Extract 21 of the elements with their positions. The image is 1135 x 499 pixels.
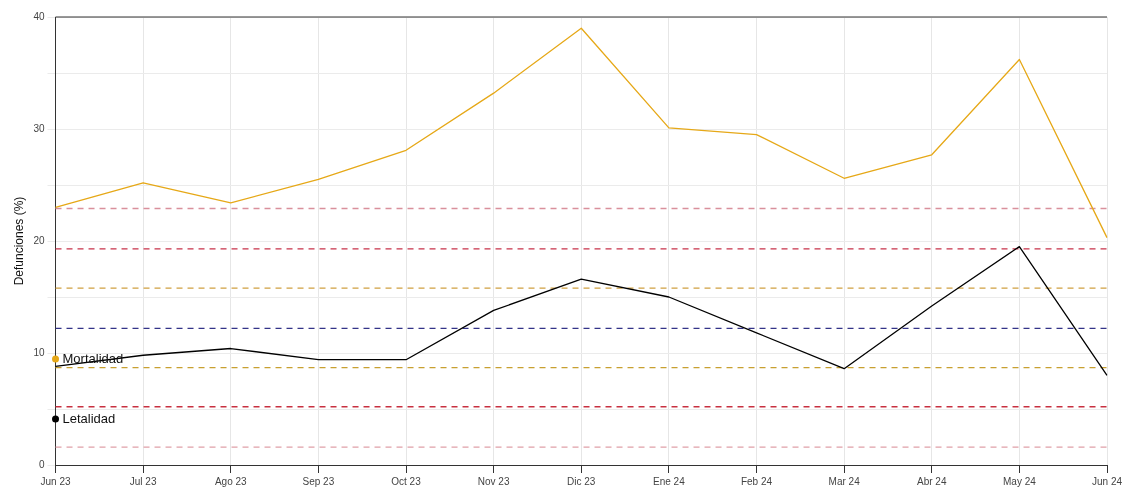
x-tick-label: Jun 23: [40, 475, 71, 487]
legend-label: Letalidad: [62, 410, 116, 426]
x-tick-label: Sep 23: [302, 475, 335, 487]
x-tick-label: May 24: [1002, 475, 1037, 487]
x-tick-label: Jul 23: [129, 475, 157, 487]
y-tick-label: 10: [33, 346, 45, 358]
y-axis-title: Defunciones (%): [11, 196, 26, 286]
x-tick-label: Ago 23: [214, 475, 248, 487]
x-tick-label: Feb 24: [740, 475, 773, 487]
x-tick-label: Nov 23: [477, 475, 510, 487]
y-tick-label: 30: [33, 122, 45, 134]
x-tick-label: Dic 23: [567, 475, 596, 487]
x-tick-label: Mar 24: [828, 475, 861, 487]
x-tick-label: Jun 24: [1091, 475, 1123, 487]
y-tick-label: 40: [33, 10, 45, 22]
x-tick-label: Abr 24: [917, 475, 947, 487]
x-tick-label: Ene 24: [653, 475, 686, 487]
y-tick-label: 0: [38, 458, 45, 470]
y-tick-label: 20: [33, 234, 45, 246]
legend-label: Mortalidad: [62, 350, 124, 366]
x-tick-label: Oct 23: [391, 475, 422, 487]
